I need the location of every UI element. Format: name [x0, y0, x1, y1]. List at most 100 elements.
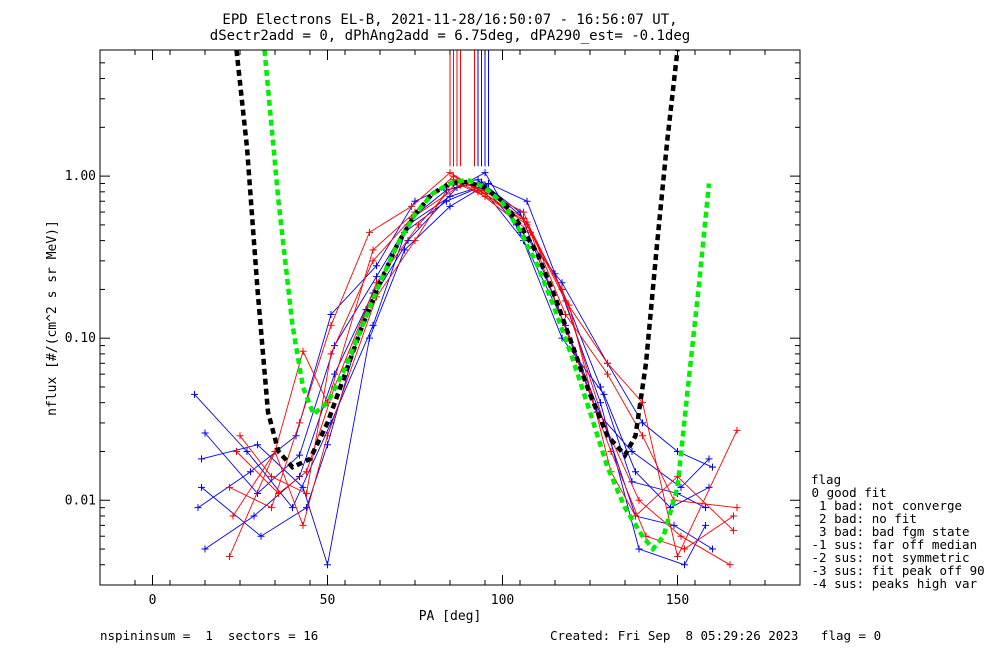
data-point-marker [481, 192, 489, 200]
data-point-marker [702, 521, 709, 529]
data-point-marker [485, 180, 492, 188]
data-point-marker [607, 447, 615, 455]
data-point-marker [639, 399, 646, 407]
data-point-marker [296, 419, 303, 427]
legend-title: flag [811, 472, 841, 487]
data-point-marker [327, 350, 335, 358]
data-point-marker [299, 347, 307, 355]
axes-layer: 0 50 100 150 0.01 0.10 1.00 [65, 49, 801, 608]
data-point-marker [198, 483, 205, 491]
data-point-marker [632, 468, 639, 476]
data-point-marker [201, 429, 209, 437]
fit-curve [262, 50, 712, 553]
data-point-marker [523, 218, 531, 226]
data-point-marker [446, 169, 454, 177]
data-point-marker [303, 504, 310, 512]
data-point-marker [243, 447, 251, 455]
y-axis-label: nflux [#/(cm^2 s sr MeV)] [45, 220, 60, 416]
data-point-marker [247, 468, 254, 476]
data-point-marker [670, 521, 678, 529]
data-point-marker [628, 447, 636, 455]
data-point-marker [604, 359, 611, 367]
footer-right: Created: Fri Sep 8 05:29:26 2023 flag = … [550, 628, 881, 643]
data-point-marker [635, 496, 643, 504]
spectrum-line [197, 179, 713, 509]
footer-left: nspininsum = 1 sectors = 16 [100, 628, 318, 643]
fit-curve [234, 50, 680, 470]
data-point-marker [705, 455, 713, 463]
data-point-marker [366, 334, 373, 342]
flag-legend: flag 0 good fit 1 bad: not converge 2 ba… [804, 472, 985, 591]
data-point-marker [709, 463, 716, 471]
data-point-marker [233, 447, 240, 455]
legend-entry: 2 bad: no fit [804, 511, 917, 526]
data-point-marker [373, 262, 380, 270]
data-point-marker [303, 468, 310, 476]
legend-entry: -4 sus: peaks high var [804, 576, 978, 591]
data-point-marker [733, 504, 741, 512]
spectrum-line [194, 184, 713, 550]
data-point-marker [404, 237, 412, 245]
data-point-marker [677, 483, 685, 491]
x-tick-label: 100 [491, 593, 514, 608]
data-point-marker [523, 197, 531, 205]
data-point-marker [709, 545, 716, 553]
x-tick-label: 150 [666, 593, 689, 608]
data-point-marker [299, 521, 307, 529]
x-tick-label: 50 [320, 593, 336, 608]
spectrum-line [204, 181, 706, 509]
data-point-marker [369, 246, 377, 254]
data-point-marker [681, 545, 688, 553]
data-point-marker [268, 473, 275, 481]
data-point-marker [236, 432, 244, 440]
data-point-marker [702, 504, 709, 512]
legend-entry: -2 sus: not symmetric [804, 550, 970, 565]
data-point-marker [481, 169, 489, 177]
chart-title: EPD Electrons EL-B, 2021-11-28/16:50:07 … [222, 12, 677, 28]
data-point-marker [639, 419, 646, 427]
data-point-marker [681, 561, 688, 569]
data-point-marker [324, 432, 331, 440]
legend-entry: 1 bad: not converge [804, 498, 962, 513]
data-point-marker [597, 399, 604, 407]
legend-entry: 0 good fit [804, 485, 887, 500]
data-point-marker [565, 301, 573, 309]
legend-entry: 3 bad: bad fgm state [804, 524, 970, 539]
data-point-marker [327, 321, 335, 329]
y-tick-label: 1.00 [65, 169, 96, 184]
data-point-marker [674, 552, 681, 560]
legend-entry: -3 sus: fit peak off 90 [804, 563, 985, 578]
x-axis-label: PA [deg] [419, 609, 482, 624]
data-point-marker [520, 208, 527, 216]
data-point-marker [635, 545, 643, 553]
data-point-marker [604, 370, 611, 378]
legend-entry: -1 sus: far off median [804, 537, 977, 552]
data-point-marker [733, 426, 741, 434]
spectrum-line [236, 181, 734, 550]
data-layer [191, 50, 741, 569]
data-point-marker [268, 504, 275, 512]
data-point-marker [194, 504, 202, 512]
data-point-marker [730, 527, 737, 535]
spectrum-line [201, 187, 710, 565]
data-point-marker [373, 273, 380, 281]
data-point-marker [191, 390, 198, 398]
spectrum-line [232, 179, 738, 527]
spectrum-line [229, 172, 731, 566]
data-point-marker [226, 552, 233, 560]
data-point-marker [446, 192, 454, 200]
data-point-marker [639, 432, 646, 440]
data-point-marker [296, 451, 303, 459]
data-point-marker [229, 512, 237, 520]
data-point-marker [600, 390, 608, 398]
spectrum-line [229, 175, 738, 558]
data-point-marker [289, 504, 296, 512]
data-point-marker [327, 311, 335, 319]
data-point-marker [677, 532, 685, 540]
data-point-marker [726, 561, 734, 569]
data-point-marker [201, 545, 209, 553]
data-point-marker [415, 221, 422, 229]
y-tick-label: 0.01 [65, 493, 96, 508]
data-point-marker [198, 455, 205, 463]
